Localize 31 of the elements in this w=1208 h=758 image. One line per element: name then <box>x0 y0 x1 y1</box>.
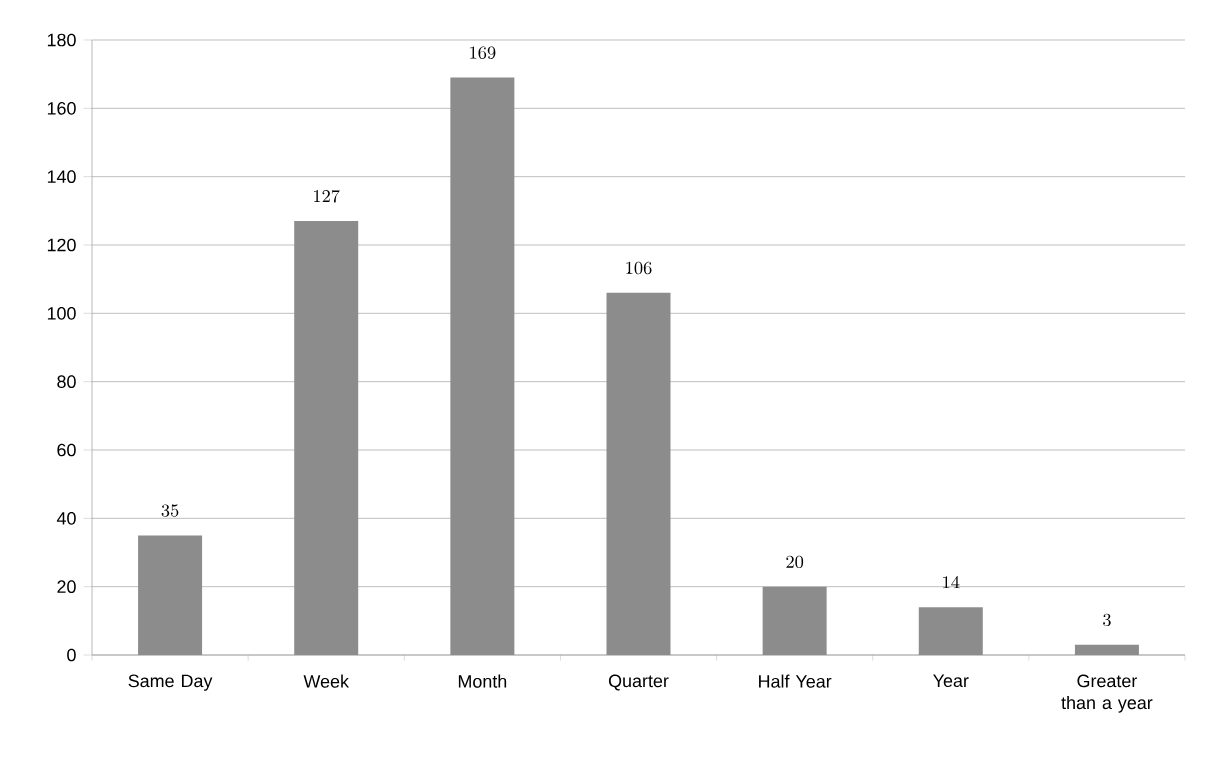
data-label: 35 <box>161 504 179 517</box>
data-label: 169 <box>470 46 496 59</box>
x-tick-label: Year <box>933 674 969 688</box>
bar <box>450 77 515 655</box>
bar <box>918 607 983 655</box>
y-tick-label: 40 <box>56 511 76 525</box>
y-tick-label: 60 <box>57 443 76 457</box>
bar <box>294 221 359 655</box>
y-tick-label: 120 <box>47 238 76 252</box>
x-tick-label: Greater than a year <box>1061 674 1153 713</box>
y-tick-label: 140 <box>47 170 76 184</box>
x-tick-label: Month <box>458 674 507 688</box>
y-tick-label: 180 <box>47 33 76 47</box>
bar <box>138 535 203 655</box>
data-label: 3 <box>1103 613 1111 627</box>
data-label: 20 <box>786 555 804 569</box>
bar <box>1074 644 1139 655</box>
y-tick-label: 160 <box>47 101 76 115</box>
y-tick-label: 100 <box>47 306 76 320</box>
x-tick-label: Week <box>303 674 350 688</box>
x-tick-label: Half Year <box>759 674 832 688</box>
x-tick-label: Same Day <box>128 674 213 691</box>
y-tick-label: 20 <box>57 580 76 594</box>
data-label: 14 <box>943 575 960 589</box>
y-tick-label: 0 <box>67 648 76 662</box>
bar <box>762 586 827 655</box>
data-label: 106 <box>626 261 652 275</box>
data-label: 127 <box>314 189 340 203</box>
bar <box>606 292 671 655</box>
y-tick-label: 80 <box>57 375 76 389</box>
x-tick-label: Quarter <box>608 674 669 691</box>
